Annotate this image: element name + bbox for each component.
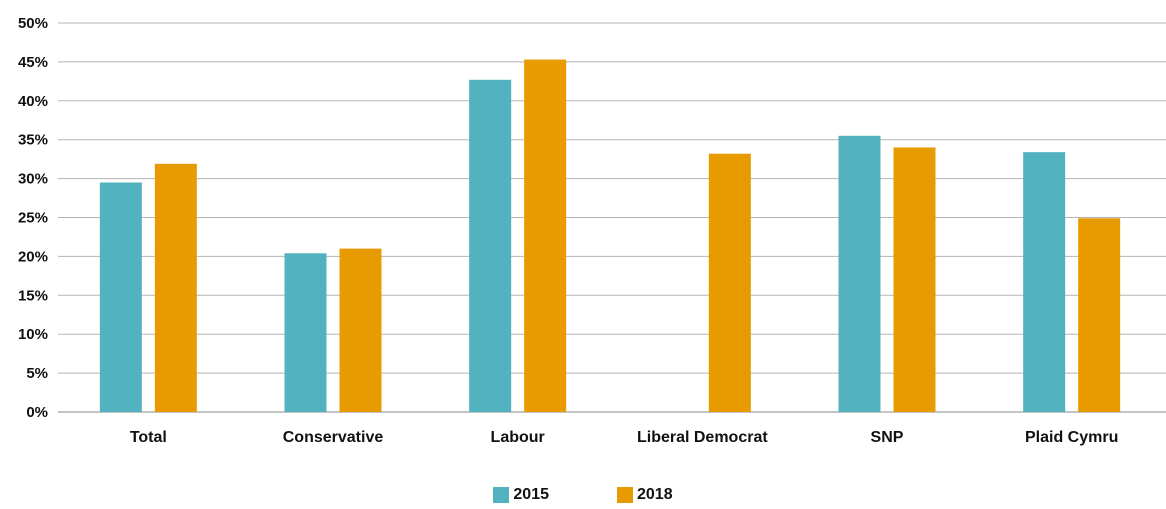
bar-2018-total: [154, 163, 197, 412]
y-tick-label: 5%: [26, 365, 48, 382]
x-tick-label: Conservative: [283, 429, 384, 446]
bar-2015-plaid-cymru: [1023, 152, 1066, 412]
legend-item-2015: 2015: [493, 486, 549, 504]
grid-lines: [58, 22, 1166, 413]
y-tick-label: 20%: [18, 248, 48, 265]
bar-2015-snp: [838, 135, 881, 412]
bar-2018-conservative: [339, 248, 382, 412]
bars: [99, 59, 1121, 413]
bar-2015-conservative: [284, 253, 327, 412]
x-tick-label: Labour: [491, 429, 545, 446]
y-tick-label: 0%: [26, 404, 48, 421]
x-tick-label: Total: [130, 429, 167, 446]
chart-canvas: 0% 5% 10% 15% 20% 25% 30% 35% 40% 45% 50% Total Con…: [18, 15, 1166, 446]
legend-swatch-2018: [617, 487, 633, 503]
y-axis-ticks: 0% 5% 10% 15% 20% 25% 30% 35% 40% 45% 50%: [18, 15, 48, 421]
bar-2018-labour: [524, 59, 567, 412]
y-tick-label: 10%: [18, 326, 48, 343]
x-axis-labels: Total Conservative Labour Liberal Democrat S…: [130, 429, 1119, 446]
bar-2015-total: [99, 182, 142, 412]
x-tick-label: Liberal Democrat: [637, 429, 768, 446]
legend-item-2018: 2018: [617, 486, 673, 504]
legend-label-2015: 2015: [513, 486, 549, 503]
y-tick-label: 40%: [18, 93, 48, 110]
x-tick-label: Plaid Cymru: [1025, 429, 1118, 446]
y-tick-label: 45%: [18, 54, 48, 71]
legend-swatch-2015: [493, 487, 510, 503]
y-tick-label: 15%: [18, 287, 48, 304]
x-tick-label: SNP: [871, 429, 904, 446]
y-tick-label: 50%: [18, 15, 48, 32]
bar-2018-plaid-cymru: [1078, 218, 1121, 412]
bar-2018-liberal-democrat: [708, 153, 751, 413]
legend: 2015 2018: [0, 486, 1166, 504]
y-tick-label: 30%: [18, 171, 48, 188]
y-tick-label: 25%: [18, 210, 48, 227]
bar-2015-labour: [469, 79, 512, 412]
legend-label-2018: 2018: [637, 486, 673, 503]
y-tick-label: 35%: [18, 132, 48, 149]
bar-2018-snp: [893, 147, 936, 413]
